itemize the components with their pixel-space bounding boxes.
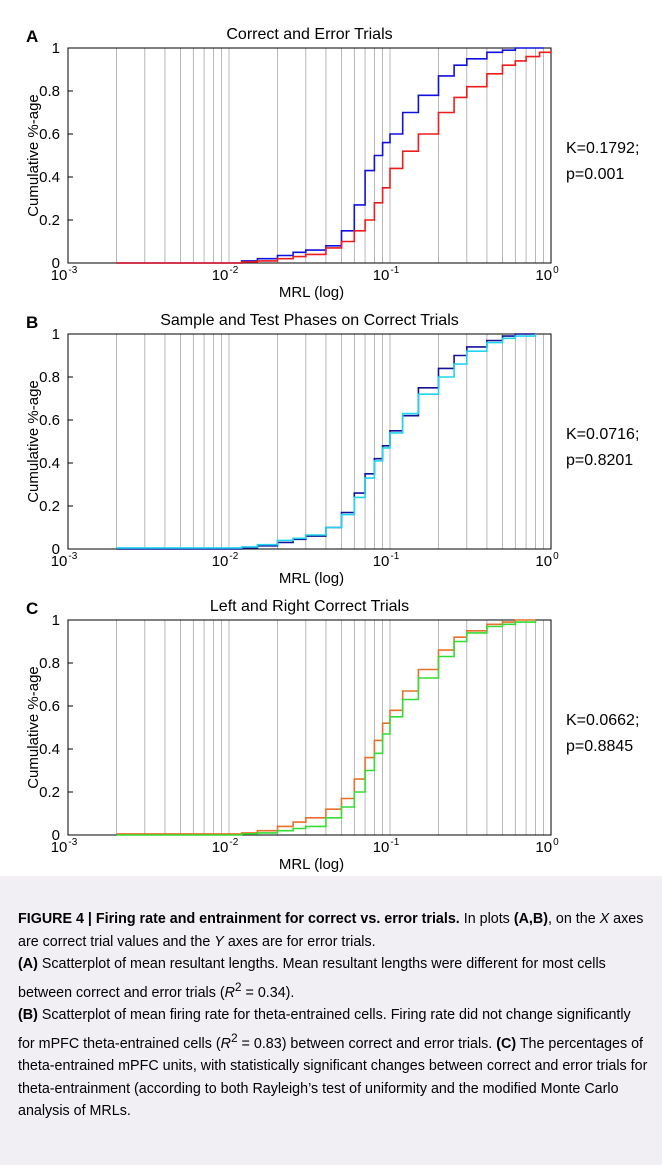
caption-ref: (C) [496, 1035, 517, 1052]
caption-heading: FIGURE 4 | Firing rate and entrainment f… [18, 911, 460, 927]
panel-letter: C [26, 599, 38, 618]
y-tick-label: 0 [52, 827, 60, 844]
x-axis-label: MRL (log) [279, 284, 344, 301]
x-tick-label: 10-2 [212, 265, 239, 284]
caption-sup: 2 [230, 1030, 238, 1045]
y-tick-label: 1 [52, 326, 60, 343]
x-tick-label: 10-1 [373, 551, 400, 570]
y-tick-label: 0 [52, 541, 60, 558]
figure-4: 0 0.2 0.4 0.6 0.8 1 10-3 10-2 10-1 100 Correct and… [25, 26, 639, 873]
x-axis-label: MRL (log) [279, 570, 344, 587]
y-tick-label: 0.2 [39, 498, 60, 515]
y-axis-label: Cumulative %-age [25, 380, 42, 503]
caption-text: Scatterplot of mean firing rate for thet… [18, 1007, 631, 1052]
stat-k: K=0.0716; [566, 426, 639, 443]
stat-k: K=0.1792; [566, 140, 639, 157]
chart-title: Correct and Error Trials [226, 26, 392, 43]
x-tick-exponent: -1 [390, 551, 399, 562]
y-tick-label: 0.2 [39, 784, 60, 801]
y-tick-label: 0.8 [39, 83, 60, 100]
caption-text: The percentages of theta-entrained mPFC … [18, 1035, 648, 1120]
x-tick-label: 10-1 [373, 265, 400, 284]
series-line-1 [116, 47, 544, 264]
y-tick-label: 0.8 [39, 655, 60, 672]
caption-var: X [599, 911, 610, 927]
series-line-2 [116, 50, 552, 264]
chart-panel-a: 0 0.2 0.4 0.6 0.8 1 10-3 10-2 10-1 100 Correct and… [25, 26, 639, 301]
caption-text: Scatterplot of mean resultant lengths. M… [18, 956, 606, 1001]
caption-text: In plots [459, 911, 514, 927]
x-tick-label: 10-2 [212, 837, 239, 856]
caption-text: axes are for error trials. [223, 933, 376, 950]
y-tick-label: 0.8 [39, 369, 60, 386]
x-tick-label: 10-3 [51, 265, 78, 284]
caption-text: axes are correct trial values and the [18, 911, 644, 950]
y-tick-label: 1 [52, 612, 60, 629]
chart-title: Sample and Test Phases on Correct Trials [160, 312, 459, 329]
caption-ref: (B) [18, 1007, 38, 1024]
caption-ref: (A) [18, 956, 38, 973]
caption-ref: (A,B) [513, 911, 548, 927]
plot-frame [67, 619, 552, 836]
caption-sup: 2 [234, 979, 242, 994]
x-tick-exponent: -2 [229, 551, 238, 562]
plot-frame [67, 333, 552, 550]
x-tick-exponent: -1 [390, 265, 399, 276]
figure-caption: FIGURE 4 | Firing rate and entrainment f… [18, 908, 648, 1123]
y-tick-label: 0.4 [39, 455, 60, 472]
caption-var: R [224, 984, 235, 1001]
x-tick-exponent: -2 [229, 837, 238, 848]
caption-panel [0, 876, 662, 1165]
x-tick-exponent: 0 [553, 265, 559, 276]
x-tick-exponent: 0 [553, 551, 559, 562]
series-line-1 [116, 619, 536, 835]
x-tick-exponent: -3 [68, 837, 77, 848]
x-tick-exponent: -3 [68, 265, 77, 276]
caption-text: , on the [547, 911, 600, 927]
x-tick-label: 100 [535, 837, 559, 856]
caption-text: = 0.83) between correct and error trials… [237, 1035, 497, 1052]
x-axis-label: MRL (log) [279, 856, 344, 873]
x-tick-label: 100 [535, 265, 559, 284]
chart-panel-c: 0 0.2 0.4 0.6 0.8 1 10-3 10-2 10-1 100 Left and Ri… [25, 598, 639, 873]
y-tick-label: 0.4 [39, 169, 60, 186]
series-line-2 [116, 334, 537, 549]
x-tick-label: 100 [535, 551, 559, 570]
x-tick-label: 10-2 [212, 551, 239, 570]
x-tick-exponent: -3 [68, 551, 77, 562]
x-tick-label: 10-3 [51, 551, 78, 570]
stat-p: p=0.8201 [566, 452, 633, 469]
stat-k: K=0.0662; [566, 712, 639, 729]
y-tick-label: 0.2 [39, 212, 60, 229]
y-axis-label: Cumulative %-age [25, 94, 42, 217]
caption-var: Y [214, 933, 224, 950]
y-tick-label: 1 [52, 40, 60, 57]
x-tick-label: 10-3 [51, 837, 78, 856]
x-tick-label: 10-1 [373, 837, 400, 856]
y-tick-label: 0 [52, 255, 60, 272]
chart-title: Left and Right Correct Trials [210, 598, 409, 615]
caption-text: = 0.34). [241, 984, 295, 1001]
plot-frame [67, 47, 552, 264]
stat-p: p=0.8845 [566, 738, 633, 755]
stat-p: p=0.001 [566, 166, 624, 183]
panel-letter: A [26, 27, 38, 46]
caption-var: R [220, 1035, 231, 1052]
y-tick-label: 0.6 [39, 698, 60, 715]
y-tick-label: 0.6 [39, 126, 60, 143]
chart-panel-b: 0 0.2 0.4 0.6 0.8 1 10-3 10-2 10-1 100 Sample and … [25, 312, 639, 587]
x-tick-exponent: 0 [553, 837, 559, 848]
y-axis-label: Cumulative %-age [25, 666, 42, 789]
series-line-2 [116, 620, 537, 836]
x-tick-exponent: -2 [229, 265, 238, 276]
caption-paragraph: FIGURE 4 | Firing rate and entrainment f… [18, 908, 648, 1123]
y-tick-label: 0.6 [39, 412, 60, 429]
panel-letter: B [26, 313, 38, 332]
x-tick-exponent: -1 [390, 837, 399, 848]
y-tick-label: 0.4 [39, 741, 60, 758]
